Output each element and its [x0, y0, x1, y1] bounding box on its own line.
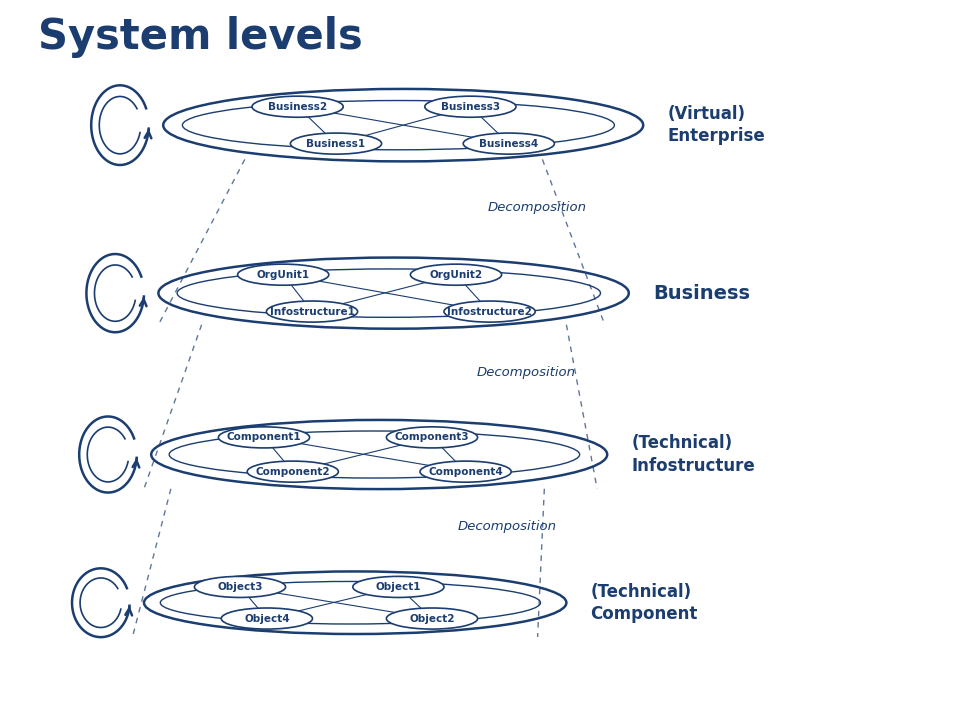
Text: OrgUnit2: OrgUnit2	[429, 270, 483, 280]
Text: Component2: Component2	[255, 467, 330, 477]
Ellipse shape	[463, 133, 555, 154]
Ellipse shape	[352, 576, 444, 597]
Text: Business: Business	[653, 284, 750, 303]
Ellipse shape	[424, 96, 516, 117]
Text: Decomposition: Decomposition	[476, 366, 576, 379]
Ellipse shape	[386, 608, 478, 629]
Text: Decomposition: Decomposition	[457, 521, 557, 533]
Text: Telecom and Informatics: Telecom and Informatics	[595, 679, 765, 694]
Text: Decomposition: Decomposition	[488, 201, 588, 214]
Ellipse shape	[411, 264, 501, 285]
Text: Component1: Component1	[227, 432, 301, 442]
Text: OrgUnit1: OrgUnit1	[256, 270, 310, 280]
Ellipse shape	[266, 301, 357, 322]
Ellipse shape	[219, 427, 309, 448]
Text: Business1: Business1	[306, 139, 366, 149]
Ellipse shape	[290, 133, 382, 154]
Text: Business2: Business2	[268, 102, 327, 112]
Text: SINTEF: SINTEF	[82, 674, 176, 699]
Text: Component4: Component4	[428, 467, 503, 477]
Text: (Virtual)
Enterprise: (Virtual) Enterprise	[667, 105, 765, 145]
Circle shape	[0, 682, 110, 691]
Ellipse shape	[248, 461, 339, 482]
Text: Infostructure1: Infostructure1	[270, 306, 354, 316]
Text: Business4: Business4	[479, 139, 539, 149]
Ellipse shape	[252, 96, 344, 117]
Ellipse shape	[238, 264, 328, 285]
Text: (Technical)
Component: (Technical) Component	[590, 583, 698, 623]
Ellipse shape	[194, 576, 286, 597]
Text: Component3: Component3	[395, 432, 469, 442]
Text: Object1: Object1	[375, 582, 421, 592]
Ellipse shape	[420, 461, 511, 482]
Text: (Technical)
Infostructure: (Technical) Infostructure	[632, 435, 755, 475]
Ellipse shape	[444, 301, 536, 322]
Text: Infostructure2: Infostructure2	[447, 306, 532, 316]
Text: Business3: Business3	[441, 102, 500, 112]
Ellipse shape	[386, 427, 478, 448]
Text: Object2: Object2	[409, 614, 455, 624]
Ellipse shape	[221, 608, 313, 629]
Text: System levels: System levels	[38, 16, 363, 59]
Text: Object3: Object3	[217, 582, 263, 592]
Text: Object4: Object4	[244, 614, 290, 624]
